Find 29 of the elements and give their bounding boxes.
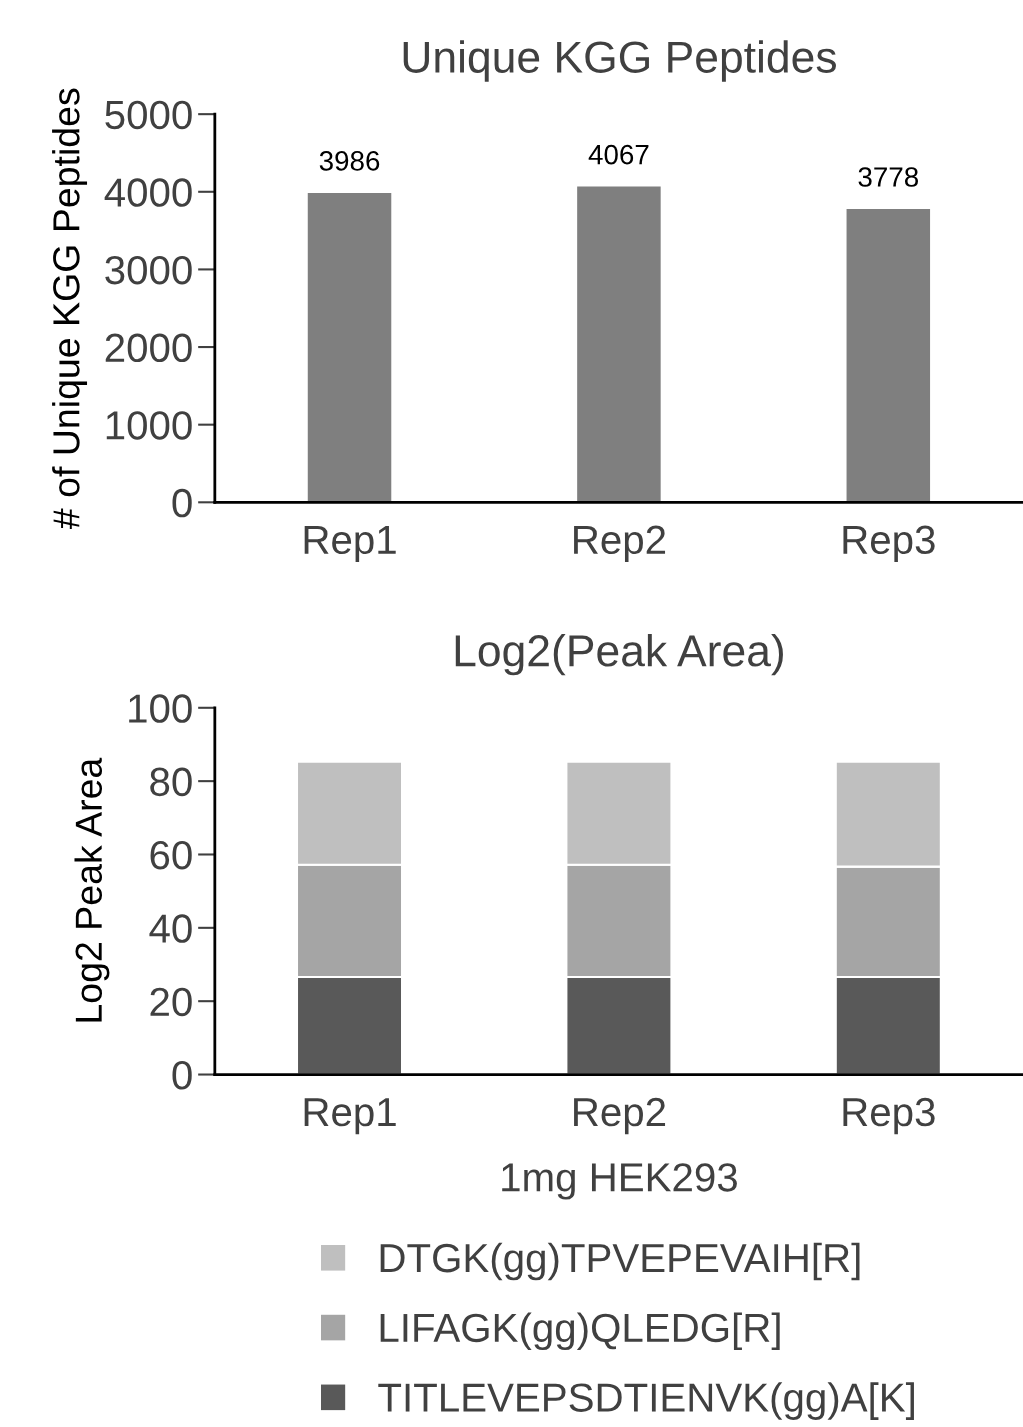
y-tick-label: 40 [149, 914, 192, 943]
x-tick-label: Rep3 [843, 1097, 935, 1135]
legend-label: LIFAGK(gg)QLEDG[R] [380, 1312, 780, 1351]
x-tick-label: Rep1 [304, 1098, 396, 1135]
legend-label: DTGK(gg)TPVEPEVAIH[R] [380, 1242, 860, 1281]
y-tick-label: 0 [172, 1061, 192, 1090]
y-tick-label: 2000 [105, 333, 192, 363]
y-axis-title: Log2 Peak Area [74, 757, 110, 1022]
y-tick-label: 80 [150, 767, 192, 797]
data-label: 3986 [319, 151, 380, 171]
chart-title: Log2(Peak Area) [455, 633, 783, 676]
y-tick-label: 100 [129, 694, 192, 723]
data-label: 4067 [588, 144, 649, 165]
y-tick-label: 20 [150, 987, 192, 1017]
chart-title: Unique KGG Peptides [403, 40, 836, 82]
x-tick-label: Rep2 [574, 1097, 666, 1135]
y-axis-title: # of Unique KGG Peptides [52, 88, 88, 530]
y-tick-label: 4000 [104, 178, 192, 207]
x-tick-label: Rep1 [304, 526, 396, 563]
legend-label: TITLEVEPSDTIENVK(gg)A[K] [378, 1382, 914, 1420]
data-label: 3778 [858, 167, 918, 187]
y-tick-label: 0 [172, 488, 192, 518]
y-tick-label: 3000 [105, 255, 192, 285]
y-tick-label: 1000 [106, 411, 192, 440]
y-tick-label: 60 [150, 840, 192, 870]
y-tick-label: 5000 [105, 100, 192, 130]
x-axis-title: 1mg HEK293 [502, 1163, 737, 1200]
x-tick-label: Rep2 [574, 525, 666, 563]
x-tick-label: Rep3 [843, 525, 935, 563]
